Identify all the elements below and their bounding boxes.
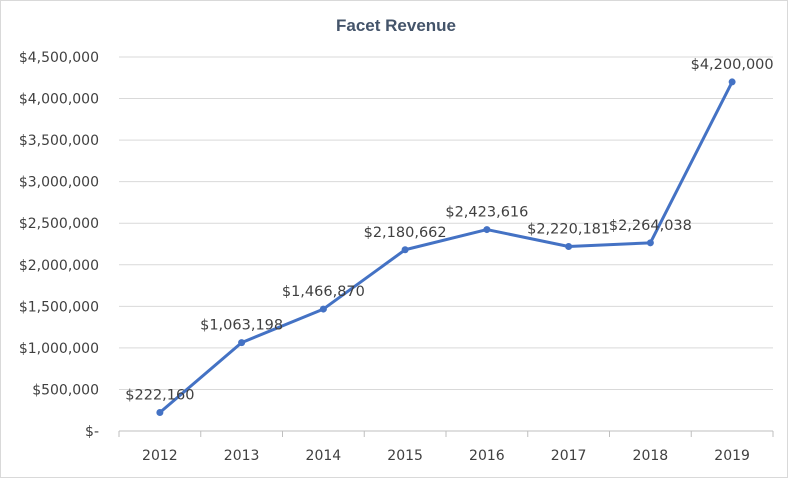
series-line (158, 80, 734, 415)
data-label: $2,264,038 (609, 218, 692, 234)
x-tick-label: 2015 (387, 448, 423, 464)
y-tick-label: $2,500,000 (19, 216, 99, 232)
series-layer (156, 78, 736, 417)
data-point (565, 242, 573, 250)
data-label: $2,180,662 (364, 225, 447, 241)
x-axis-ticks: 2012 2013 2014 2015 2016 2017 2018 2019 (142, 448, 750, 464)
chart-area: Facet Revenue $- $500,000 $1,000,000 $1,500… (0, 0, 788, 478)
data-labels: $222,160 $1,063,198 $1,466,870 $2,180,662 $2… (125, 57, 773, 404)
y-tick-label: $- (85, 424, 99, 440)
y-tick-label: $3,000,000 (19, 175, 99, 191)
y-tick-label: $3,500,000 (19, 133, 99, 149)
data-point (646, 239, 654, 247)
data-label: $4,200,000 (691, 57, 774, 73)
y-tick-label: $1,000,000 (19, 341, 99, 357)
y-axis-ticks: $- $500,000 $1,000,000 $1,500,000 $2,000,000… (19, 50, 99, 440)
line-chart: Facet Revenue $- $500,000 $1,000,000 $1,500… (19, 16, 774, 464)
data-point (238, 339, 246, 347)
x-tick-label: 2018 (633, 448, 669, 464)
y-tick-label: $2,000,000 (19, 258, 99, 274)
data-point (156, 409, 164, 417)
data-label: $1,466,870 (282, 284, 365, 300)
data-point (401, 246, 409, 254)
data-label: $1,063,198 (200, 318, 283, 334)
x-tick-label: 2013 (224, 448, 260, 464)
data-point (483, 226, 491, 234)
x-tick-label: 2019 (714, 448, 750, 464)
y-tick-label: $4,500,000 (19, 50, 99, 66)
chart-title: Facet Revenue (336, 16, 456, 35)
y-tick-label: $4,000,000 (19, 92, 99, 108)
data-label: $2,220,181 (527, 221, 610, 237)
data-label: $2,423,616 (445, 205, 528, 221)
x-tick-label: 2012 (142, 448, 178, 464)
data-point (728, 78, 736, 86)
data-point (319, 305, 327, 313)
x-tick-label: 2016 (469, 448, 505, 464)
x-tick-label: 2017 (551, 448, 587, 464)
x-tick-label: 2014 (306, 448, 342, 464)
gridlines (118, 56, 774, 437)
data-label: $222,160 (125, 388, 194, 404)
y-tick-label: $1,500,000 (19, 299, 99, 315)
y-tick-label: $500,000 (32, 382, 99, 398)
